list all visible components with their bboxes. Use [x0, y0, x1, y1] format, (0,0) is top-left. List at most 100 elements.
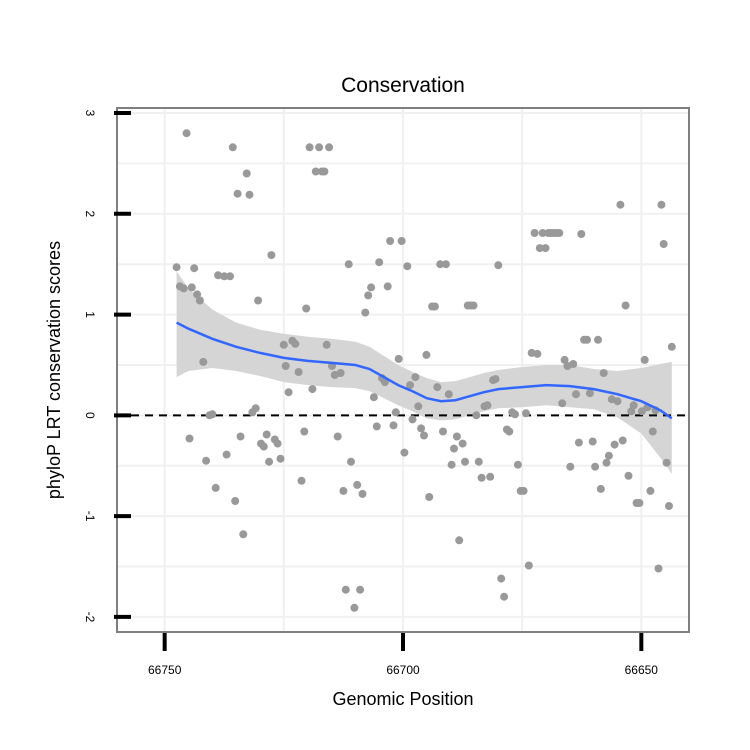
- data-point: [311, 167, 320, 176]
- y-tick-label: 2: [83, 210, 97, 217]
- data-point: [640, 355, 649, 364]
- data-point: [535, 244, 544, 253]
- data-point: [588, 437, 597, 446]
- data-point: [408, 415, 417, 424]
- data-point: [356, 585, 365, 594]
- data-point: [344, 260, 353, 269]
- x-tick-label: 66700: [386, 663, 420, 677]
- data-point: [444, 390, 453, 399]
- data-point: [436, 260, 445, 269]
- data-point: [406, 381, 415, 390]
- data-point: [519, 486, 528, 495]
- data-point: [472, 411, 481, 420]
- data-point: [500, 592, 509, 601]
- data-point: [659, 240, 668, 248]
- x-axis-label: Genomic Position: [332, 689, 473, 709]
- data-point: [333, 432, 342, 441]
- data-point: [613, 397, 622, 406]
- data-point: [397, 237, 406, 245]
- data-point: [391, 408, 400, 417]
- data-point: [325, 143, 334, 152]
- data-point: [665, 502, 673, 510]
- y-axis-label: phyloP LRT conservation scores: [44, 241, 64, 499]
- data-point: [302, 304, 311, 313]
- data-point: [239, 530, 248, 539]
- chart-title: Conservation: [341, 74, 465, 97]
- data-point: [251, 404, 260, 413]
- data-point: [618, 436, 627, 445]
- data-point: [291, 339, 300, 348]
- y-axis: -2 -1 0 1 2 3: [83, 110, 131, 623]
- data-point: [469, 301, 478, 310]
- data-point: [533, 349, 542, 358]
- data-point: [452, 432, 461, 441]
- data-point: [583, 335, 591, 344]
- x-tick-label: 66750: [148, 663, 182, 677]
- data-point: [236, 432, 245, 441]
- data-point: [265, 457, 274, 466]
- data-point: [222, 450, 231, 459]
- x-axis: 66750667006665066600: [148, 633, 659, 677]
- data-point: [400, 448, 409, 457]
- data-point: [566, 462, 575, 471]
- data-point: [182, 129, 191, 138]
- data-point: [276, 454, 285, 463]
- data-point: [281, 362, 290, 370]
- data-point: [538, 229, 547, 237]
- data-point: [193, 290, 202, 299]
- data-point: [513, 460, 522, 469]
- data-point: [433, 383, 442, 392]
- x-tick-label: 66650: [625, 663, 659, 677]
- data-point: [254, 296, 263, 305]
- y-tick-label: 3: [83, 110, 97, 117]
- data-point: [458, 439, 467, 448]
- data-point: [560, 355, 569, 364]
- data-point: [497, 574, 506, 583]
- data-point: [555, 229, 564, 237]
- data-point: [635, 499, 644, 507]
- data-point: [604, 451, 613, 460]
- data-point: [411, 373, 420, 382]
- data-point: [455, 536, 464, 545]
- data-point: [574, 438, 583, 447]
- data-point: [190, 264, 199, 273]
- data-point: [226, 272, 234, 281]
- data-point: [383, 282, 392, 291]
- data-point: [273, 439, 282, 448]
- data-point: [494, 261, 503, 270]
- data-point: [627, 407, 636, 416]
- data-point: [375, 258, 384, 267]
- data-point: [530, 229, 539, 237]
- data-point: [591, 462, 600, 471]
- data-point: [572, 390, 580, 399]
- data-point: [621, 301, 630, 310]
- data-point: [208, 410, 217, 419]
- data-point: [245, 190, 254, 199]
- data-point: [441, 260, 450, 269]
- data-point: [599, 369, 608, 377]
- data-point: [474, 457, 483, 466]
- data-point: [558, 399, 567, 408]
- data-point: [577, 230, 586, 238]
- data-point: [320, 167, 329, 176]
- data-point: [425, 493, 434, 501]
- smooth-trend-line: [176, 321, 673, 420]
- data-point: [439, 427, 447, 436]
- y-tick-label: 1: [83, 311, 97, 318]
- data-point: [305, 143, 314, 152]
- data-point: [422, 350, 431, 359]
- data-point: [461, 457, 469, 466]
- data-point: [483, 401, 492, 410]
- data-point: [505, 427, 514, 436]
- data-point: [259, 442, 268, 451]
- data-point: [322, 340, 331, 349]
- data-point: [202, 456, 211, 465]
- data-point: [629, 401, 638, 410]
- data-point: [308, 385, 317, 394]
- data-point: [447, 460, 456, 469]
- data-point: [199, 357, 208, 366]
- data-point: [372, 422, 381, 431]
- data-point: [353, 480, 362, 489]
- data-point: [403, 262, 412, 271]
- data-point: [211, 483, 220, 492]
